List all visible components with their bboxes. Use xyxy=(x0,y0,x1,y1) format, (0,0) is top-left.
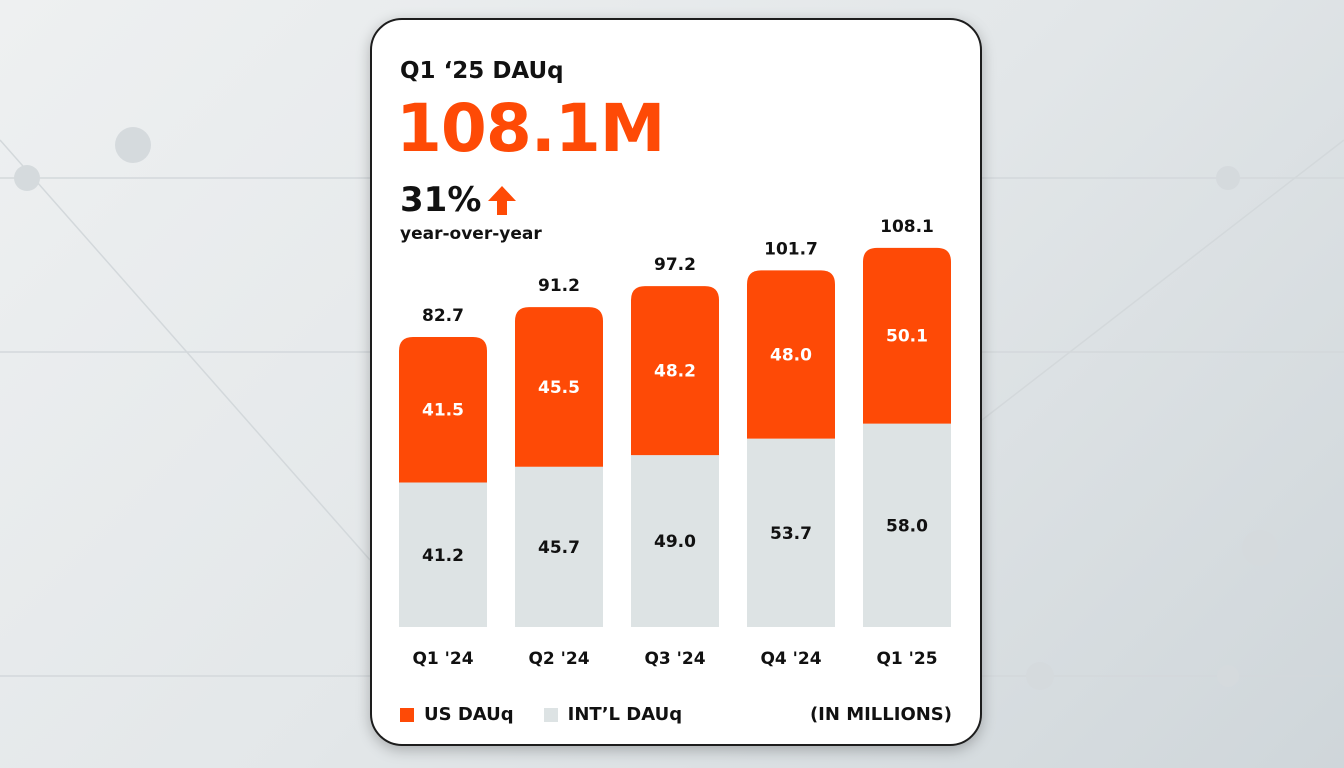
us-value-label: 48.2 xyxy=(654,362,696,382)
bar-us xyxy=(747,270,835,439)
bar-intl xyxy=(515,466,603,627)
growth-percent: 31% xyxy=(400,180,482,220)
growth-row: 31% xyxy=(400,180,517,220)
arrow-up-icon xyxy=(488,186,517,215)
bar-intl xyxy=(863,423,951,627)
us-value-label: 50.1 xyxy=(886,327,928,347)
legend-item-us: US DAUq xyxy=(400,704,514,725)
intl-value-label: 41.2 xyxy=(422,546,464,566)
intl-value-label: 45.7 xyxy=(538,538,580,558)
intl-value-label: 58.0 xyxy=(886,516,928,536)
legend-swatch-us xyxy=(400,707,414,722)
category-label: Q2 '24 xyxy=(528,649,589,669)
unit-note: (IN MILLIONS) xyxy=(809,704,952,725)
total-value-label: 82.7 xyxy=(422,306,464,326)
total-value-label: 108.1 xyxy=(880,217,934,237)
legend: US DAUq INT’L DAUq (IN MILLIONS) xyxy=(400,704,952,725)
bar-us xyxy=(399,336,487,483)
intl-value-label: 53.7 xyxy=(770,524,812,544)
bar-us xyxy=(631,286,719,456)
bar-us xyxy=(515,307,603,467)
legend-label-intl: INT’L DAUq xyxy=(567,704,683,725)
card-title: Q1 ‘25 DAUq xyxy=(400,58,564,84)
total-value-label: 97.2 xyxy=(654,255,696,275)
category-label: Q1 '25 xyxy=(876,649,937,669)
category-label: Q1 '24 xyxy=(412,649,473,669)
legend-label-us: US DAUq xyxy=(424,704,514,725)
total-value-label: 91.2 xyxy=(538,276,580,296)
bar-intl xyxy=(631,455,719,627)
growth-label: year-over-year xyxy=(400,224,542,244)
us-value-label: 48.0 xyxy=(770,346,812,366)
legend-item-intl: INT’L DAUq xyxy=(543,704,683,725)
bar-intl xyxy=(399,482,487,627)
headline-value: 108.1M xyxy=(396,90,665,167)
total-value-label: 101.7 xyxy=(764,239,818,259)
legend-swatch-intl xyxy=(543,707,558,722)
category-label: Q3 '24 xyxy=(644,649,705,669)
intl-value-label: 49.0 xyxy=(654,532,696,552)
bar-us xyxy=(863,247,951,424)
bar-intl xyxy=(747,438,835,627)
us-value-label: 41.5 xyxy=(422,401,464,421)
us-value-label: 45.5 xyxy=(538,378,580,398)
category-label: Q4 '24 xyxy=(760,649,821,669)
